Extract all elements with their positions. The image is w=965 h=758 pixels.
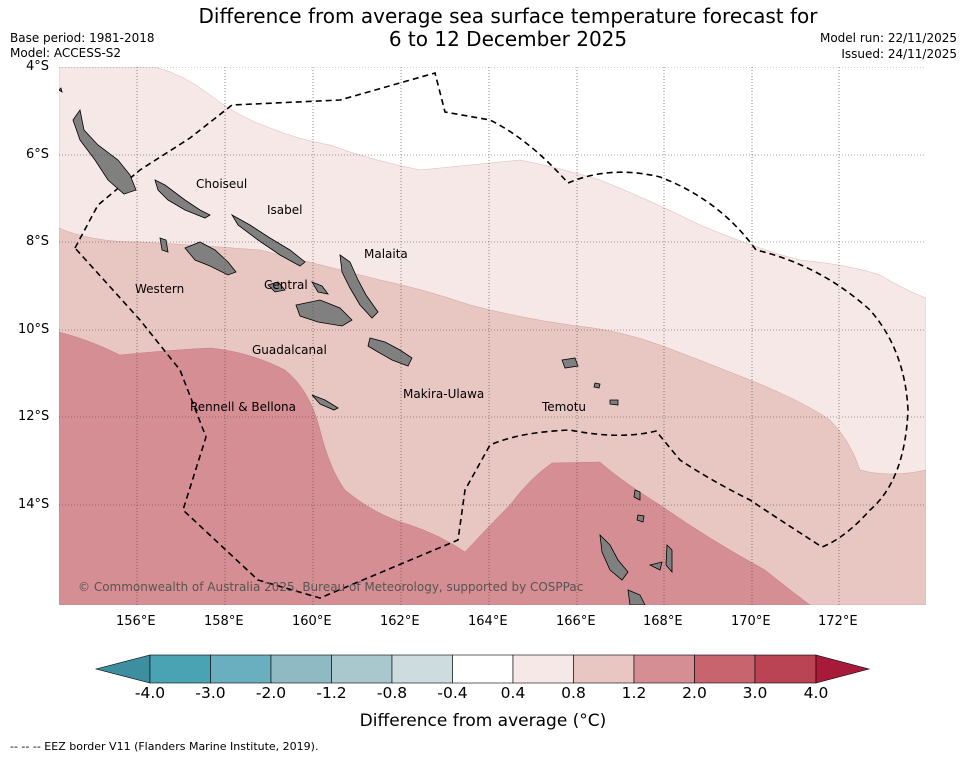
santa-cruz-island <box>561 357 579 369</box>
vella-lavella-island <box>159 237 169 253</box>
lon-label-156e: 156°E <box>116 614 156 629</box>
colorbar-tick-label: 3.0 <box>742 684 768 702</box>
utupua-islet <box>593 382 601 389</box>
copyright-notice: © Commonwealth of Australia 2025, Bureau… <box>78 580 584 594</box>
colorbar-segment <box>573 654 635 684</box>
lon-label-172e: 172°E <box>818 614 858 629</box>
banks-islet <box>636 514 645 523</box>
lat-label-8s: 8°S <box>26 234 50 249</box>
colorbar-arrow-right <box>815 654 871 684</box>
anomaly-band-1.2-2.0 <box>59 331 811 605</box>
russell-islands <box>311 281 329 295</box>
colorbar-segment <box>210 654 272 684</box>
maewo-islet <box>665 544 673 574</box>
vanikoro-islet <box>609 399 619 406</box>
shortland-islet <box>59 87 63 93</box>
province-label-central: Central <box>264 278 308 292</box>
province-label-makira-ulawa: Makira-Ulawa <box>403 387 485 401</box>
lat-label-12s: 12°S <box>18 409 50 424</box>
colorbar-segment <box>270 654 332 684</box>
colorbar-segment <box>452 654 514 684</box>
torres-islet <box>633 489 641 501</box>
lon-label-168e: 168°E <box>643 614 683 629</box>
issued-label: Issued: 24/11/2025 <box>841 47 957 61</box>
lon-label-164e: 164°E <box>468 614 508 629</box>
florida-islands <box>267 281 286 293</box>
colorbar-tick-label: -1.2 <box>316 684 347 702</box>
malaita-island <box>339 254 379 319</box>
chart-title-line1: Difference from average sea surface temp… <box>198 4 818 28</box>
colorbar-segment <box>149 654 211 684</box>
lat-label-14s: 14°S <box>18 497 50 512</box>
colorbar-tick-label: -0.4 <box>437 684 468 702</box>
new-georgia-group <box>184 241 237 276</box>
colorbar-segment <box>391 654 453 684</box>
lon-label-158e: 158°E <box>204 614 244 629</box>
province-label-guadalcanal: Guadalcanal <box>252 343 327 357</box>
colorbar-segment <box>512 654 574 684</box>
lon-label-166e: 166°E <box>556 614 596 629</box>
rennell-island <box>311 394 339 411</box>
colorbar-tick-label: 0.4 <box>500 684 526 702</box>
isabel-choiseul-chain <box>154 179 211 219</box>
colorbar-tick-label: 4.0 <box>803 684 829 702</box>
colorbar-segment <box>633 654 695 684</box>
province-label-temotu: Temotu <box>542 400 587 414</box>
santa-isabel-island <box>230 213 306 267</box>
malo-islet <box>627 589 646 605</box>
colorbar-tick-label: -2.0 <box>255 684 287 702</box>
chart-title-line2: 6 to 12 December 2025 <box>388 27 628 51</box>
eez-footnote: -- -- -- EEZ border V11 (Flanders Marine… <box>10 740 319 753</box>
province-label-choiseul: Choiseul <box>196 177 248 191</box>
graticule <box>59 67 926 605</box>
colorbar-tick-label: -3.0 <box>195 684 226 702</box>
choiseul-island <box>72 109 137 195</box>
lat-label-4s: 4°S <box>26 59 50 74</box>
lat-label-10s: 10°S <box>18 322 50 337</box>
colorbar <box>94 654 871 684</box>
colorbar-segment <box>694 654 756 684</box>
base-period-label: Base period: 1981-2018 <box>10 31 155 45</box>
model-run-label: Model run: 22/11/2025 <box>819 31 957 45</box>
espiritu-santo-island <box>599 533 629 581</box>
colorbar-segment <box>754 654 817 684</box>
model-label: Model: ACCESS-S2 <box>10 46 122 60</box>
lat-label-6s: 6°S <box>26 147 50 162</box>
ambae-islet <box>648 561 663 571</box>
province-label-malaita: Malaita <box>364 247 408 261</box>
colorbar-tick-label: -0.8 <box>376 684 408 702</box>
colorbar-arrow-left <box>94 654 151 684</box>
colorbar-segment <box>331 654 393 684</box>
lon-label-160e: 160°E <box>292 614 332 629</box>
lon-label-170e: 170°E <box>731 614 771 629</box>
guadalcanal-island <box>295 299 353 327</box>
province-label-rennell-bellona: Rennell & Bellona <box>190 400 297 414</box>
sst-anomaly-map <box>59 67 926 605</box>
province-label-isabel: Isabel <box>267 203 303 217</box>
colorbar-title: Difference from average (°C) <box>359 711 607 731</box>
lon-label-162e: 162°E <box>380 614 420 629</box>
province-label-western: Western <box>135 282 185 296</box>
colorbar-tick-label: 2.0 <box>682 684 707 702</box>
eez-border <box>74 72 909 599</box>
colorbar-tick-label: -4.0 <box>134 684 166 702</box>
colorbar-tick-label: 1.2 <box>621 684 647 702</box>
colorbar-tick-label: 0.8 <box>561 684 586 702</box>
